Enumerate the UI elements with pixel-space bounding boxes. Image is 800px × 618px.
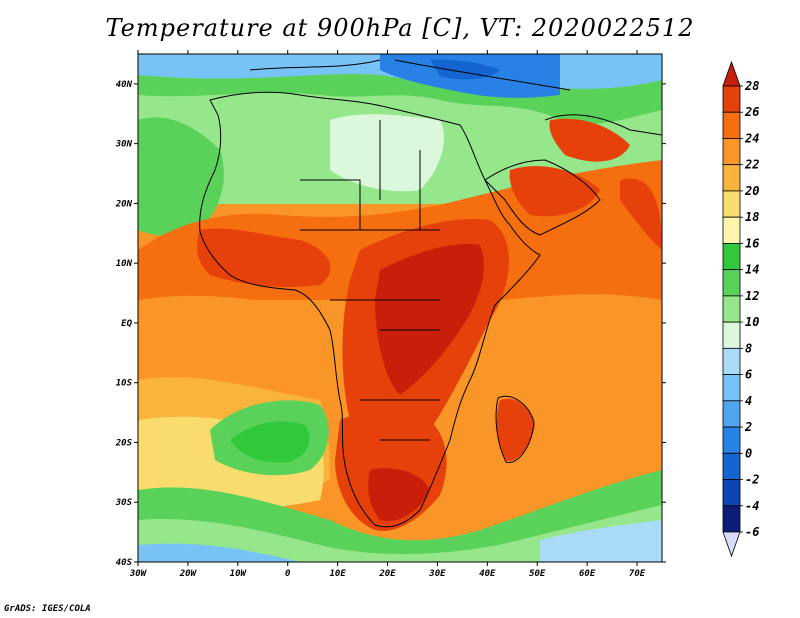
colorbar-swatch — [722, 190, 741, 218]
colorbar-label: 24 — [744, 131, 759, 145]
lon-label: 60E — [579, 569, 596, 579]
lat-label: 20S — [115, 438, 133, 448]
lat-label: 10N — [116, 259, 133, 269]
colorbar-swatch — [722, 505, 741, 533]
colorbar-swatch — [722, 479, 741, 507]
lon-label: 50E — [529, 569, 546, 579]
lon-label: 0 — [285, 569, 291, 579]
colorbar-swatch — [722, 269, 741, 297]
colorbar-over-triangle — [722, 60, 741, 87]
colorbar-label: -4 — [745, 499, 759, 513]
colorbar-swatch — [722, 111, 741, 139]
colorbar-label: -6 — [745, 525, 759, 539]
colorbar-label: 20 — [744, 184, 759, 198]
colorbar-swatch — [722, 400, 741, 428]
colorbar-swatch — [722, 164, 741, 192]
coastlines — [199, 59, 662, 528]
colorbar-label: 18 — [745, 210, 759, 224]
colorbar-swatch — [722, 452, 741, 480]
map-title: Temperature at 900hPa [C], VT: 202002251… — [105, 14, 695, 42]
colorbar-swatch — [722, 243, 741, 271]
colorbar-label: 4 — [745, 394, 752, 408]
colorbar-swatch — [722, 138, 741, 166]
colorbar-label: -2 — [745, 473, 759, 487]
latitude-axis: 40N 30N 20N 10N EQ 10S 20S 30S 40S — [115, 80, 666, 568]
colorbar-swatch — [722, 374, 741, 402]
colorbar-label: 22 — [744, 158, 759, 172]
colorbar-label: 26 — [744, 105, 759, 119]
lon-label: 70E — [629, 569, 646, 579]
colorbar-label: 14 — [745, 263, 759, 277]
colorbar-under-triangle — [722, 531, 741, 558]
colorbar-label: 16 — [745, 236, 759, 250]
lat-label: 40S — [116, 558, 133, 568]
lat-label: EQ — [121, 319, 132, 329]
map-frame — [137, 53, 663, 563]
longitude-axis: 30W 20W 10W 0 10E 20E 30E 40E 50E 60E 70E — [129, 50, 646, 579]
colorbar-label: 28 — [744, 79, 759, 93]
lon-label: 10E — [329, 569, 346, 579]
colorbar-swatch — [722, 321, 741, 349]
lon-label: 20W — [179, 569, 198, 579]
lat-label: 20N — [115, 199, 133, 209]
colorbar-swatch — [722, 85, 741, 113]
lat-label: 30N — [115, 140, 133, 150]
colorbar-label: 0 — [745, 446, 752, 460]
lon-label: 30W — [129, 569, 148, 579]
lon-label: 40E — [479, 569, 496, 579]
colorbar-swatch — [722, 216, 741, 244]
lon-label: 20E — [378, 569, 396, 579]
lon-label: 10W — [230, 569, 248, 579]
colorbar-swatch — [722, 347, 741, 375]
temperature-field — [138, 54, 662, 562]
colorbar-swatch — [722, 426, 741, 454]
lon-label: 30E — [428, 569, 446, 579]
lat-label: 10S — [116, 379, 133, 389]
lat-label: 40N — [116, 80, 133, 90]
colorbar-label: 6 — [745, 368, 752, 382]
temperature-map: 40N 30N 20N 10N EQ 10S 20S 30S 40S 30W 20W 10W 0 10E… — [115, 50, 759, 579]
colorbar-label: 2 — [744, 420, 752, 434]
colorbar-swatch — [722, 295, 741, 323]
colorbar-label: 12 — [745, 289, 759, 303]
grads-credit: GrADS: IGES/COLA — [4, 604, 91, 614]
colorbar-label: 10 — [745, 315, 759, 329]
colorbar-label: 8 — [745, 341, 752, 355]
lat-label: 30S — [115, 498, 133, 508]
